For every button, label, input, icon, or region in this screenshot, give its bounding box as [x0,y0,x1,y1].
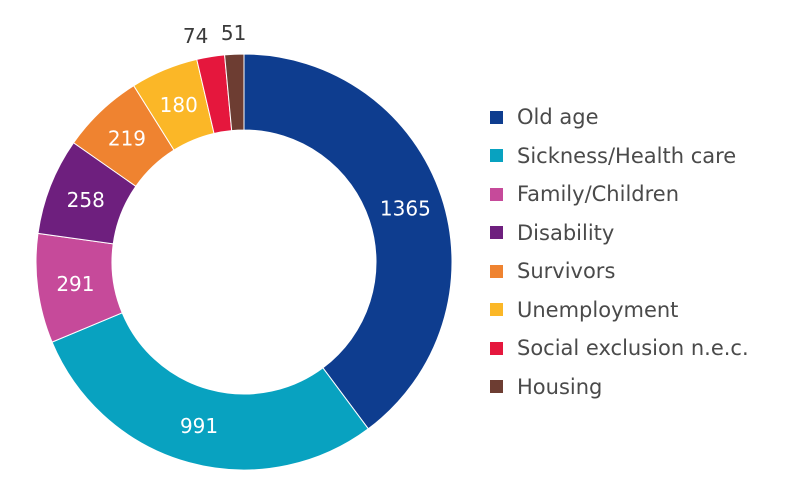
value-label-social-exclusion-n-e-c: 74 [183,24,208,48]
legend-label: Old age [517,105,599,130]
legend-label: Sickness/Health care [517,143,737,168]
value-label-survivors: 219 [108,127,146,151]
value-label-disability: 258 [67,188,105,212]
value-label-sickness-health-care: 991 [180,414,218,438]
legend-swatch [490,341,503,355]
legend-swatch [490,303,503,317]
legend-item-survivors: Survivors [490,252,749,291]
slice-old-age [243,53,453,430]
legend-label: Housing [517,374,603,399]
legend-swatch [490,149,503,163]
donut-slices [35,53,453,471]
legend-swatch [490,187,503,201]
legend-swatch [490,110,503,124]
legend-item-family-children: Family/Children [490,175,749,214]
legend-label: Family/Children [517,182,680,207]
legend: Old age Sickness/Health care Family/Chil… [490,98,749,406]
legend-item-disability: Disability [490,214,749,253]
legend-item-sickness-health-care: Sickness/Health care [490,137,749,176]
legend-item-housing: Housing [490,368,749,407]
legend-swatch [490,380,503,394]
legend-label: Disability [517,220,615,245]
legend-item-social-exclusion: Social exclusion n.e.c. [490,329,749,368]
donut-value-labels: 1365 991 291 258 219 180 74 51 [56,21,430,438]
legend-label: Social exclusion n.e.c. [517,336,749,361]
legend-item-unemployment: Unemployment [490,291,749,330]
legend-item-old-age: Old age [490,98,749,137]
value-label-family-children: 291 [56,272,94,296]
legend-swatch [490,226,503,240]
legend-label: Unemployment [517,297,679,322]
value-label-old-age: 1365 [380,196,431,220]
slice-sickness-health-care [51,312,369,471]
value-label-housing: 51 [221,21,246,45]
legend-label: Survivors [517,259,616,284]
legend-swatch [490,264,503,278]
slice-housing [224,53,245,132]
value-label-unemployment: 180 [160,93,198,117]
